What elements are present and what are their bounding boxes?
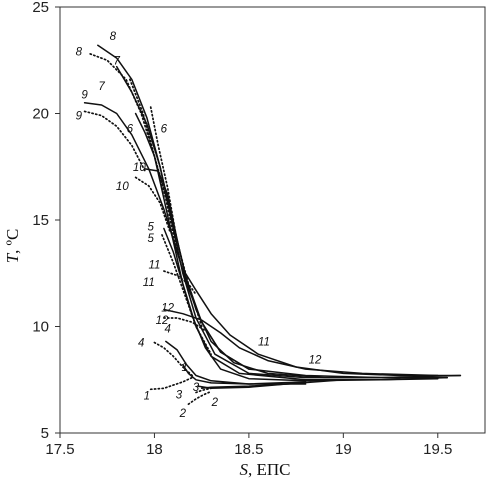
y-axis-unit: , ºС: [3, 229, 22, 254]
curve-label-2: 2: [211, 397, 219, 409]
curve-label-6: 6: [161, 123, 168, 135]
series-4-dotted-line: [153, 341, 194, 377]
curve-label-4: 4: [138, 337, 144, 349]
curve-label-9: 9: [76, 111, 83, 123]
curve-label-5: 5: [147, 233, 154, 245]
curve-label-11: 11: [258, 336, 270, 348]
x-tick-label: 18: [146, 441, 163, 458]
plot-frame: [59, 6, 486, 434]
y-tick-label: 5: [41, 425, 49, 442]
series-9-dotted-line: [83, 110, 146, 172]
curve-label-11: 11: [143, 277, 155, 289]
curve-label-12: 12: [309, 355, 322, 367]
curve-label-12: 12: [156, 315, 169, 327]
curve-label-8: 8: [76, 47, 83, 59]
x-tick-label: 19: [335, 441, 352, 458]
x-axis-unit: , ЕПС: [248, 460, 291, 479]
curve-label-3: 3: [176, 390, 183, 402]
curve-label-6: 6: [127, 123, 134, 135]
series-8-dotted-line: [89, 53, 169, 204]
y-tick-label: 15: [32, 212, 49, 229]
y-axis-var: T: [3, 252, 22, 263]
series-12-dotted-line: [163, 317, 207, 332]
series-10-solid-line: [144, 168, 401, 379]
curve-label-12: 12: [161, 302, 174, 314]
curve-label-1: 1: [144, 391, 150, 403]
series-10-dotted-line: [134, 176, 171, 232]
series-11-dotted-line: [163, 270, 197, 296]
series-6-dotted-line: [149, 106, 203, 328]
curve-label-7: 7: [98, 81, 105, 93]
y-tick-label: 20: [32, 106, 49, 123]
x-axis-title: S, ЕПС: [240, 460, 291, 479]
y-tick-label: 10: [32, 319, 49, 336]
series-3-dotted-line: [195, 387, 212, 394]
curve-label-4: 4: [164, 324, 170, 336]
series-8-solid-line: [97, 44, 448, 379]
x-tick-label: 19.5: [423, 441, 452, 458]
series-12-solid-line: [163, 308, 439, 377]
series-11-solid-line: [182, 268, 462, 377]
curve-label-7: 7: [113, 55, 120, 67]
curve-label-10: 10: [133, 162, 146, 174]
curve-label-9: 9: [81, 89, 88, 101]
x-tick-label: 18.5: [234, 441, 263, 458]
y-axis-title: T, ºС: [3, 229, 22, 264]
curve-label-11: 11: [148, 260, 160, 272]
series-6-solid-line: [134, 112, 448, 381]
curve-label-10: 10: [116, 181, 129, 193]
x-tick-label: 17.5: [45, 441, 74, 458]
curve-label-3: 3: [193, 382, 200, 394]
curve-label-8: 8: [110, 31, 117, 43]
x-axis-var: S: [240, 460, 249, 479]
series-9-solid-line: [83, 102, 250, 370]
curve-label-1: 1: [181, 362, 187, 374]
y-tick-label: 25: [32, 0, 49, 16]
curve-label-2: 2: [179, 408, 187, 420]
series-4-solid-line: [165, 340, 307, 385]
series-2-dotted-line: [187, 390, 212, 406]
series-1-dotted-line: [149, 376, 194, 391]
curve-label-5: 5: [147, 221, 154, 233]
